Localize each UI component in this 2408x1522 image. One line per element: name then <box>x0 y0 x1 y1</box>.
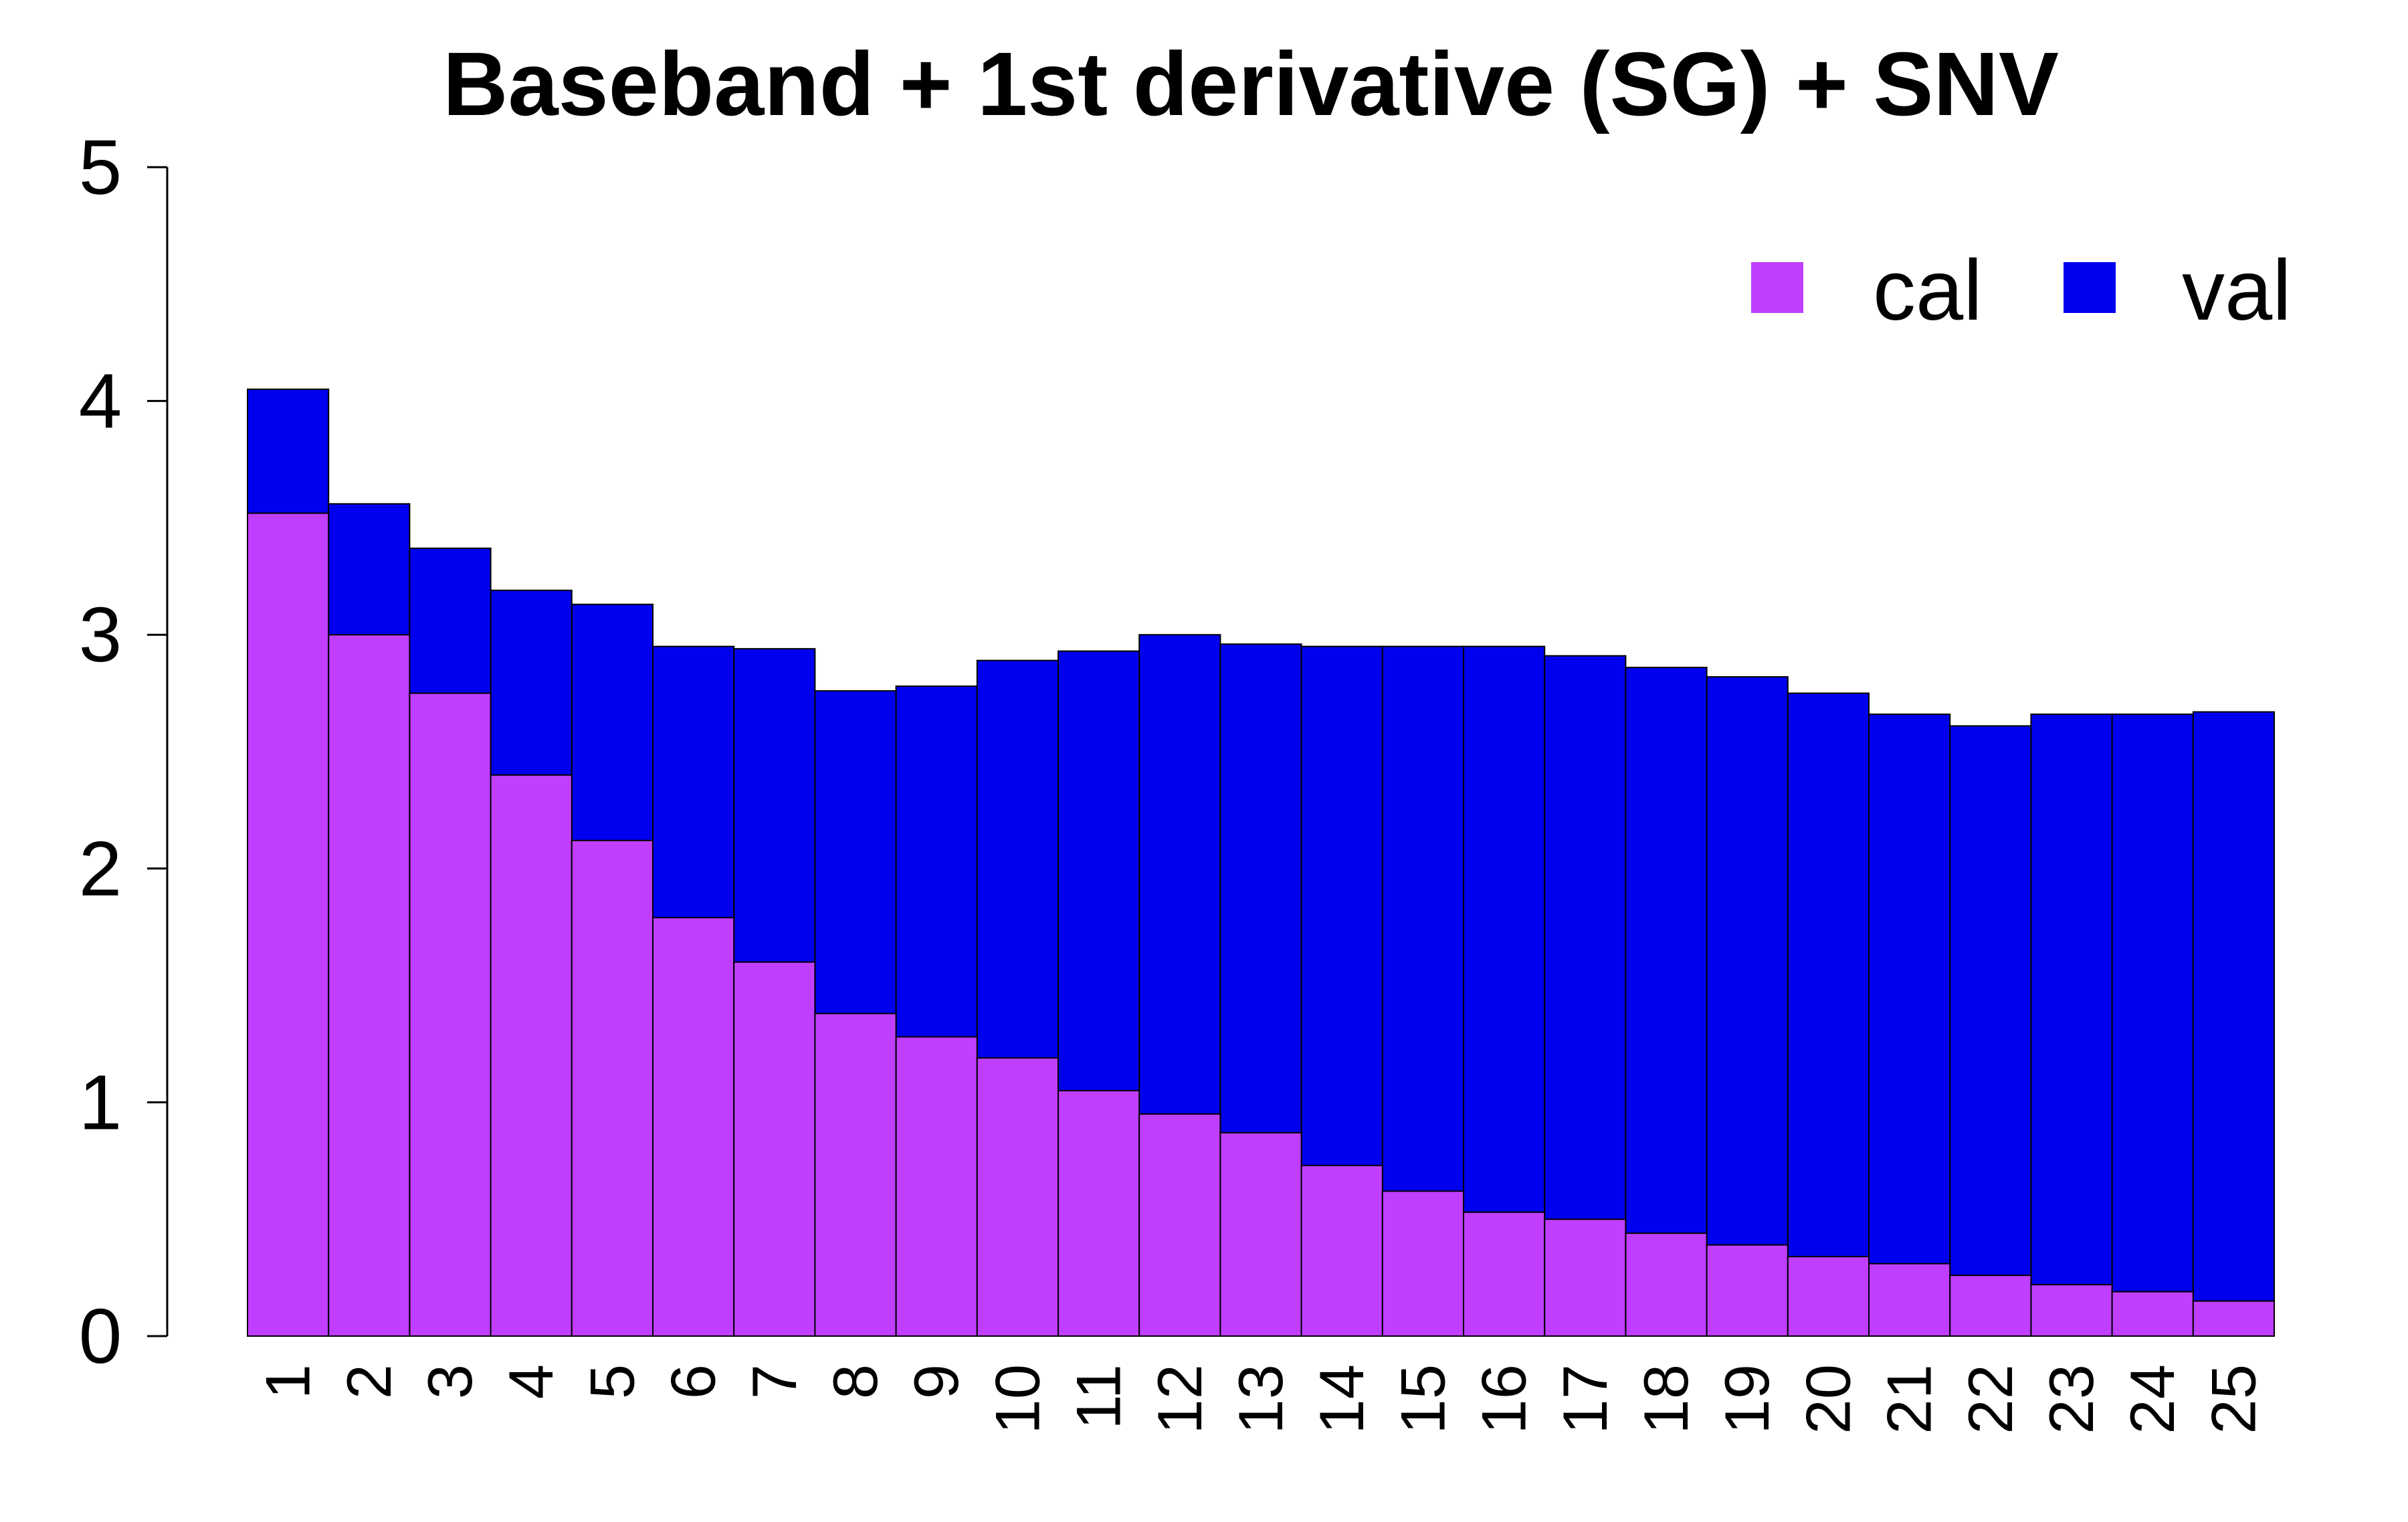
x-tick-label: 15 <box>1387 1364 1458 1434</box>
bar-cal-7 <box>733 961 816 1337</box>
bar-cal-13 <box>1219 1131 1302 1337</box>
bar-cal-22 <box>1949 1275 2032 1337</box>
y-tick-label: 2 <box>79 825 122 912</box>
bar-cal-11 <box>1058 1089 1140 1337</box>
y-tick-label: 1 <box>79 1059 122 1146</box>
legend: cal val <box>1751 243 2292 338</box>
bar-cal-15 <box>1381 1190 1465 1337</box>
x-tick-label: 16 <box>1469 1364 1539 1434</box>
x-tick-label: 10 <box>982 1364 1052 1434</box>
bar-val-20 <box>1787 692 1870 1337</box>
x-tick-label: 12 <box>1144 1364 1215 1434</box>
x-tick-label: 24 <box>2117 1364 2187 1434</box>
bar-val-25 <box>2192 711 2276 1337</box>
x-tick-label: 2 <box>334 1364 404 1399</box>
x-axis-tick-labels: 1 2 3 4 5 6 7 8 9 10 11 12 13 14 15 16 17 18 19 20 21 22 23 24 2… <box>253 1364 2269 1434</box>
x-tick-label: 18 <box>1631 1364 1701 1434</box>
bar-cal-19 <box>1706 1244 1789 1337</box>
x-tick-label: 1 <box>253 1364 323 1399</box>
bar-cal-20 <box>1787 1256 1870 1337</box>
bar-cal-3 <box>409 692 492 1337</box>
x-tick-label: 9 <box>901 1364 971 1399</box>
x-tick-label: 20 <box>1793 1364 1863 1434</box>
bar-cal-2 <box>328 634 411 1337</box>
bar-cal-9 <box>895 1036 978 1337</box>
bar-val-22 <box>1949 725 2032 1337</box>
x-tick-label: 25 <box>2198 1364 2268 1434</box>
bar-cal-25 <box>2192 1300 2276 1337</box>
y-tick-label: 3 <box>79 591 122 678</box>
bar-cal-10 <box>976 1057 1060 1337</box>
legend-label-cal: cal <box>1873 243 1983 338</box>
bar-cal-18 <box>1625 1232 1708 1337</box>
legend-swatch-cal <box>1751 262 1803 313</box>
x-tick-label: 19 <box>1712 1364 1782 1434</box>
x-tick-label: 8 <box>820 1364 890 1399</box>
x-tick-label: 5 <box>577 1364 647 1399</box>
x-tick-label: 3 <box>415 1364 485 1399</box>
bar-cal-8 <box>814 1012 897 1337</box>
x-tick-label: 11 <box>1064 1364 1134 1430</box>
bar-val-23 <box>2030 714 2113 1337</box>
bar-cal-1 <box>247 512 330 1337</box>
bar-cal-24 <box>2111 1291 2194 1337</box>
bar-cal-12 <box>1138 1113 1221 1337</box>
legend-label-val: val <box>2182 243 2292 338</box>
x-tick-label: 22 <box>1955 1364 2025 1434</box>
chart-title: Baseband + 1st derivative (SG) + SNV <box>443 33 2059 134</box>
bar-val-21 <box>1868 714 1951 1337</box>
y-tick-label: 0 <box>79 1293 122 1380</box>
x-tick-label: 6 <box>658 1364 728 1399</box>
x-tick-label: 21 <box>1874 1364 1944 1434</box>
bar-cal-6 <box>652 917 735 1337</box>
y-axis: 0 1 2 3 4 5 <box>79 124 169 1380</box>
x-tick-label: 7 <box>739 1364 809 1399</box>
x-tick-label: 13 <box>1225 1364 1296 1434</box>
legend-swatch-val <box>2064 262 2116 313</box>
y-tick-label: 5 <box>79 124 122 211</box>
bar-cal-17 <box>1544 1218 1627 1337</box>
bar-val-19 <box>1706 676 1789 1337</box>
bars <box>247 389 2276 1337</box>
x-tick-label: 17 <box>1550 1364 1620 1434</box>
bar-val-18 <box>1625 667 1708 1337</box>
bar-cal-23 <box>2030 1284 2113 1337</box>
y-tick-label: 4 <box>79 358 122 445</box>
bar-cal-5 <box>571 839 654 1337</box>
bar-cal-21 <box>1868 1263 1951 1337</box>
bar-cal-16 <box>1463 1211 1546 1337</box>
bar-val-24 <box>2111 714 2194 1337</box>
series-cal <box>247 512 2276 1337</box>
x-tick-label: 14 <box>1306 1364 1377 1434</box>
bar-cal-14 <box>1300 1164 1383 1337</box>
bar-cal-4 <box>490 774 573 1337</box>
x-tick-label: 4 <box>496 1364 566 1399</box>
x-tick-label: 23 <box>2036 1364 2106 1434</box>
